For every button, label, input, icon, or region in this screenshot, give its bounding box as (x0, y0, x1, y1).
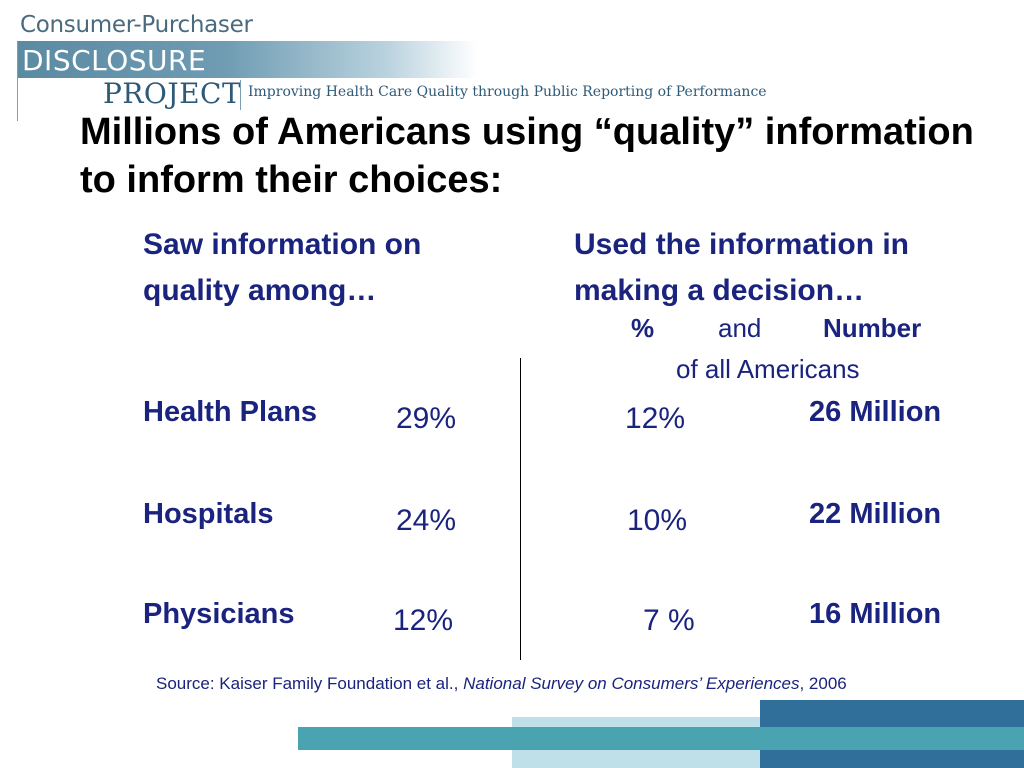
used-percent-health-plans: 12% (625, 402, 686, 435)
saw-value-health-plans: 29% (396, 402, 457, 435)
saw-information-heading: Saw information on quality among… (143, 228, 422, 307)
row-label-hospitals: Hospitals (143, 498, 274, 530)
of-all-americans-subheader: of all Americans (676, 354, 860, 384)
used-percent-physicians: 7 % (643, 604, 695, 637)
column-divider (520, 358, 521, 660)
logo-divider-vertical (17, 41, 18, 121)
slide-title: Millions of Americans using “quality” in… (80, 111, 974, 201)
logo-band (18, 41, 478, 78)
source-citation: Source: Kaiser Family Foundation et al.,… (156, 674, 847, 694)
logo-tagline: Improving Health Care Quality through Pu… (248, 84, 767, 100)
used-number-health-plans: 26 Million (809, 396, 942, 428)
percent-subheader: % (631, 313, 655, 343)
used-percent-hospitals: 10% (627, 504, 688, 537)
row-label-health-plans: Health Plans (143, 396, 318, 428)
used-number-physicians: 16 Million (809, 598, 942, 630)
source-prefix: Source: Kaiser Family Foundation et al., (156, 674, 464, 693)
used-number-hospitals: 22 Million (809, 498, 942, 530)
saw-value-hospitals: 24% (396, 504, 457, 537)
logo-divider-short (240, 80, 241, 110)
logo-line-project: PROJECT (103, 77, 242, 110)
logo-line-disclosure: DISCLOSURE (22, 44, 207, 77)
saw-value-physicians: 12% (393, 604, 454, 637)
used-information-heading: Used the information in making a decisio… (574, 228, 910, 307)
logo-line-consumer-purchaser: Consumer-Purchaser (20, 12, 253, 38)
row-label-physicians: Physicians (143, 598, 295, 630)
footer-bar-teal (298, 727, 1024, 750)
source-suffix: , 2006 (799, 674, 847, 693)
number-subheader: Number (823, 313, 922, 343)
and-subheader: and (718, 313, 762, 343)
source-title: National Survey on Consumers’ Experience… (463, 674, 800, 693)
